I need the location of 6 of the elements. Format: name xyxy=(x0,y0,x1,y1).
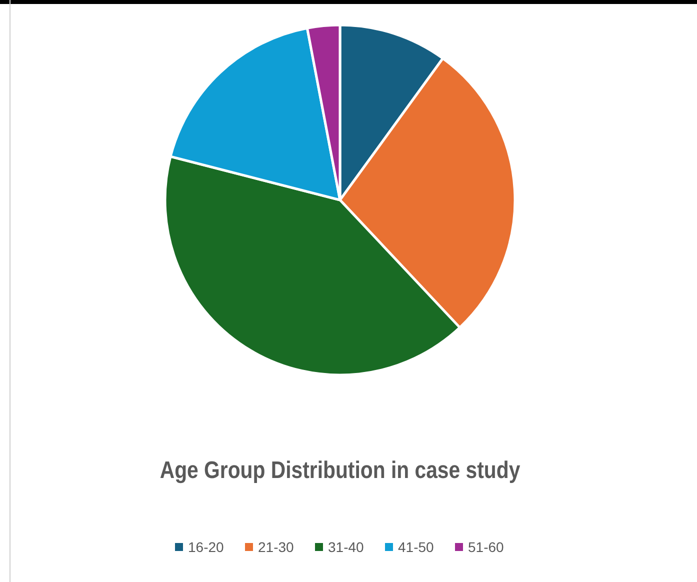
legend-label: 21-30 xyxy=(258,539,294,555)
legend-label: 41-50 xyxy=(398,539,434,555)
legend-label: 51-60 xyxy=(468,539,504,555)
text: Age Group Distribution in case study xyxy=(160,456,521,484)
legend-label: 31-40 xyxy=(328,539,364,555)
legend-label: 16-20 xyxy=(188,539,224,555)
